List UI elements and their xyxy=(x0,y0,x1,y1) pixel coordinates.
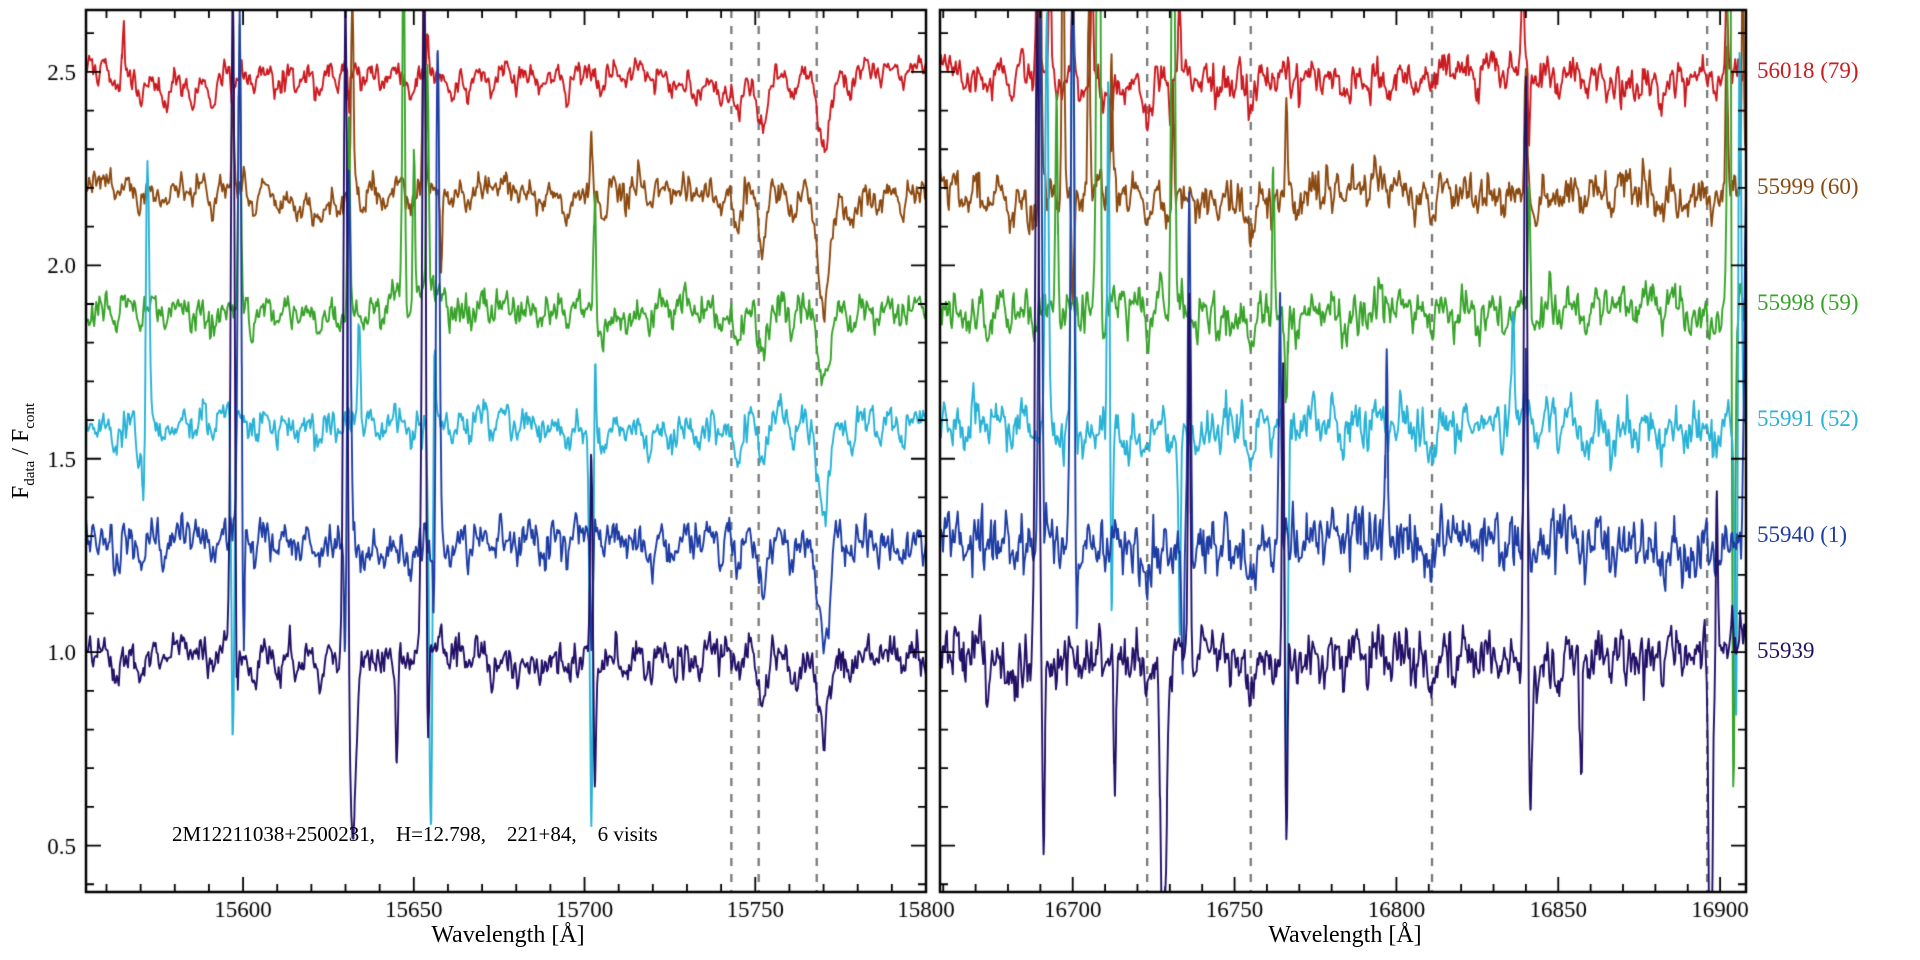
y-axis-label-sub-cont: cont xyxy=(21,402,38,429)
visit-label: 55999 (60) xyxy=(1757,173,1859,199)
y-axis-label: Fdata / Fcont xyxy=(8,403,39,499)
visit-label: 55998 (59) xyxy=(1757,290,1859,315)
visit-label: 55940 (1) xyxy=(1757,522,1848,548)
visit-label: 56018 (79) xyxy=(1757,57,1859,83)
visit-label: 55939 xyxy=(1757,638,1815,664)
x-axis-label-left: Wavelength [Å] xyxy=(431,922,585,948)
visit-label: 55991 (52) xyxy=(1757,406,1859,432)
x-axis-label-right: Wavelength [Å] xyxy=(1268,922,1422,948)
target-annotation: 2M12211038+2500231, H=12.798, 221+84, 6 … xyxy=(172,822,658,846)
y-axis-label-mid: / F xyxy=(8,428,34,461)
y-axis-label-text: F xyxy=(8,485,34,500)
y-axis-label-sub-data: data xyxy=(21,460,38,486)
